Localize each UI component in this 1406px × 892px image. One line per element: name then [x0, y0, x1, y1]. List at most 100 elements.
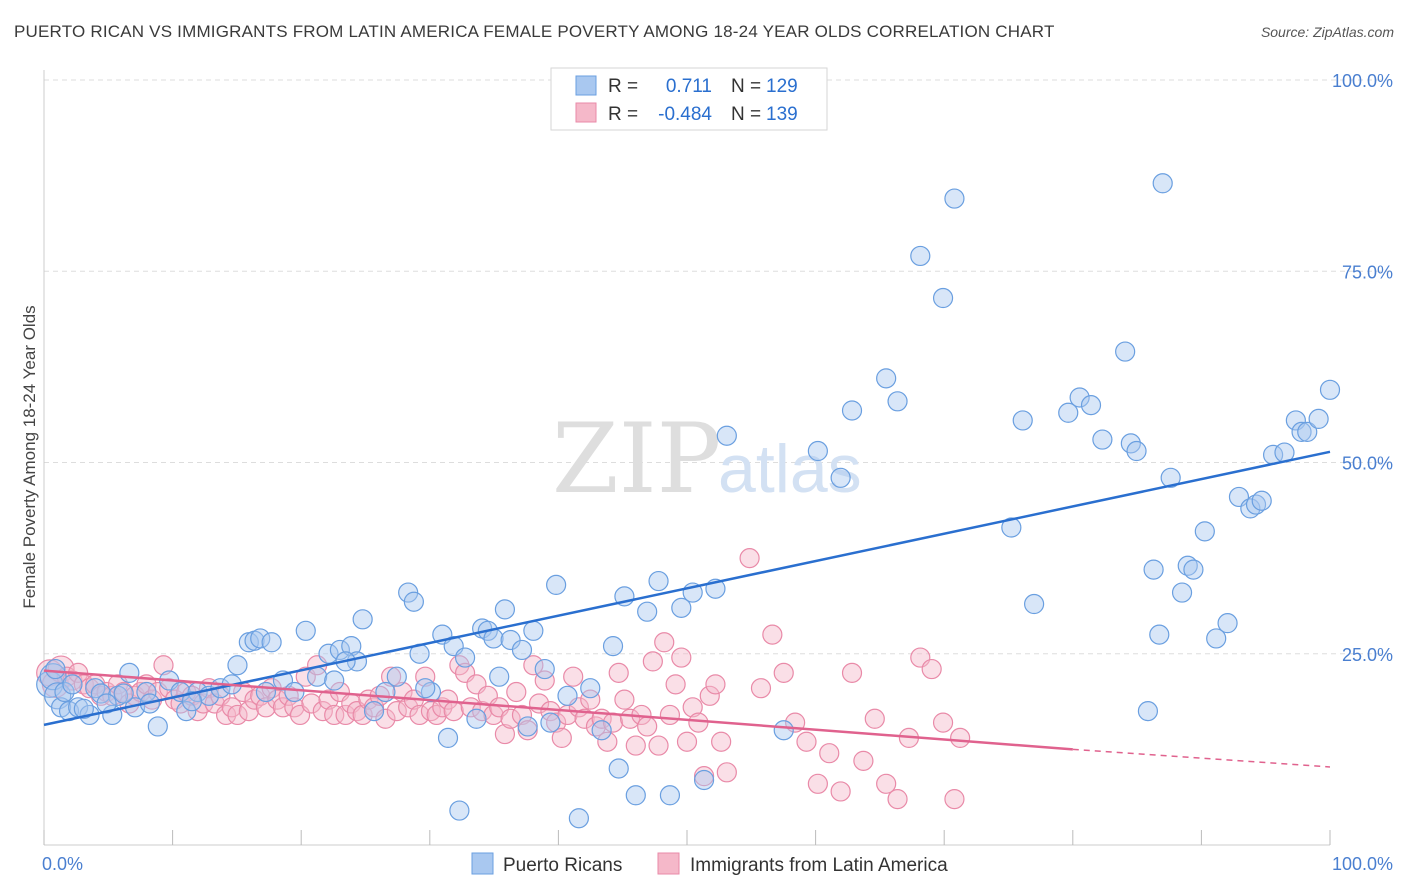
point-puerto-ricans — [227, 655, 248, 676]
point-immigrants — [705, 674, 726, 695]
y-tick-label: 100.0% — [1332, 71, 1393, 91]
trendline-immigrants — [43, 669, 1073, 751]
point-immigrants — [506, 681, 527, 703]
legend-n-label-blue: N = — [731, 76, 761, 97]
x-tick-label-max: 100.0% — [1332, 854, 1393, 874]
point-puerto-ricans — [489, 666, 510, 687]
point-puerto-ricans — [181, 691, 203, 712]
point-immigrants — [312, 701, 333, 722]
point-puerto-ricans — [1245, 494, 1267, 515]
point-puerto-ricans — [841, 400, 863, 421]
point-immigrants — [227, 704, 248, 726]
point-puerto-ricans — [910, 245, 931, 267]
point-puerto-ricans — [62, 674, 83, 695]
point-immigrants — [950, 727, 971, 749]
legend-bottom-swatch-blue — [471, 852, 494, 875]
point-puerto-ricans — [602, 635, 624, 657]
point-immigrants — [255, 697, 277, 718]
point-puerto-ricans — [284, 681, 305, 703]
point-puerto-ricans — [352, 609, 373, 630]
point-puerto-ricans — [1058, 402, 1079, 423]
point-immigrants — [625, 735, 646, 756]
point-immigrants — [551, 727, 572, 749]
point-puerto-ricans — [1291, 421, 1312, 442]
point-puerto-ricans — [363, 701, 385, 722]
legend-r-value-pink: -0.484 — [658, 104, 712, 125]
legend-swatch-pink — [575, 102, 597, 123]
point-puerto-ricans — [295, 620, 316, 641]
point-immigrants — [796, 731, 817, 752]
point-immigrants — [659, 704, 681, 726]
point-immigrants — [887, 788, 908, 810]
point-puerto-ricans — [119, 662, 140, 683]
point-immigrants — [409, 704, 430, 726]
legend-r-label-blue: R = — [608, 76, 638, 97]
point-puerto-ricans — [1012, 410, 1033, 431]
point-puerto-ricans — [557, 685, 578, 706]
point-puerto-ricans — [494, 599, 516, 620]
point-puerto-ricans — [1149, 624, 1170, 645]
point-immigrants — [574, 708, 595, 729]
point-immigrants — [830, 781, 851, 802]
point-puerto-ricans — [1126, 440, 1147, 462]
point-puerto-ricans — [307, 666, 328, 687]
legend-swatch-blue — [575, 75, 597, 96]
point-puerto-ricans — [90, 683, 112, 704]
point-immigrants — [546, 712, 567, 733]
legend-bottom-label-pink: Immigrants from Latin America — [690, 855, 948, 876]
point-immigrants — [614, 689, 635, 710]
legend-n-label-pink: N = — [731, 104, 761, 125]
point-immigrants — [238, 701, 259, 722]
legend-bottom: Puerto Ricans Immigrants from Latin Amer… — [471, 852, 948, 876]
point-puerto-ricans — [1080, 395, 1102, 416]
point-immigrants — [153, 655, 174, 676]
point-immigrants — [932, 712, 954, 733]
point-immigrants — [699, 685, 720, 706]
point-puerto-ricans — [449, 800, 470, 821]
point-puerto-ricans — [693, 769, 715, 791]
y-tick-labels: 25.0% 50.0% 75.0% 100.0% — [1332, 71, 1393, 665]
x-tick-marks — [43, 830, 1331, 845]
legend-bottom-swatch-pink — [657, 852, 680, 875]
point-puerto-ricans — [255, 681, 277, 703]
point-puerto-ricans — [1217, 613, 1238, 634]
point-immigrants — [876, 773, 897, 794]
point-puerto-ricans — [1319, 379, 1341, 400]
legend-r-value-blue: 0.711 — [666, 76, 712, 97]
point-puerto-ricans — [540, 712, 561, 733]
point-puerto-ricans — [1251, 490, 1272, 511]
point-puerto-ricans — [568, 808, 589, 829]
point-immigrants — [648, 735, 669, 756]
point-immigrants — [597, 731, 618, 752]
point-immigrants — [676, 731, 698, 752]
point-puerto-ricans — [85, 678, 106, 699]
watermark-zip: ZIP — [552, 403, 721, 515]
point-puerto-ricans — [176, 701, 197, 722]
y-tick-label: 75.0% — [1342, 262, 1393, 282]
point-immigrants — [807, 773, 828, 794]
point-puerto-ricans — [648, 570, 669, 592]
point-immigrants — [716, 762, 737, 783]
point-immigrants — [272, 697, 294, 718]
point-immigrants — [534, 670, 555, 691]
point-puerto-ricans — [341, 635, 362, 657]
y-axis-title: Female Poverty Among 18-24 Year Olds — [20, 305, 39, 608]
point-puerto-ricans — [136, 681, 157, 703]
point-puerto-ricans — [1240, 498, 1261, 519]
point-immigrants — [711, 731, 732, 752]
point-puerto-ricans — [608, 758, 629, 779]
point-puerto-ricans — [517, 716, 538, 737]
point-puerto-ricans — [73, 698, 94, 719]
point-puerto-ricans — [773, 720, 794, 741]
point-immigrants — [511, 704, 533, 726]
point-puerto-ricans — [807, 440, 828, 462]
point-immigrants — [608, 662, 629, 683]
series-puerto-ricans-points — [36, 173, 1341, 829]
point-puerto-ricans — [54, 681, 75, 703]
point-puerto-ricans — [591, 720, 612, 741]
point-puerto-ricans — [1206, 628, 1227, 649]
point-immigrants — [642, 651, 663, 672]
trendlines — [43, 450, 1331, 768]
point-puerto-ricans — [659, 785, 681, 806]
source-credit: Source: ZipAtlas.com — [1260, 24, 1394, 40]
